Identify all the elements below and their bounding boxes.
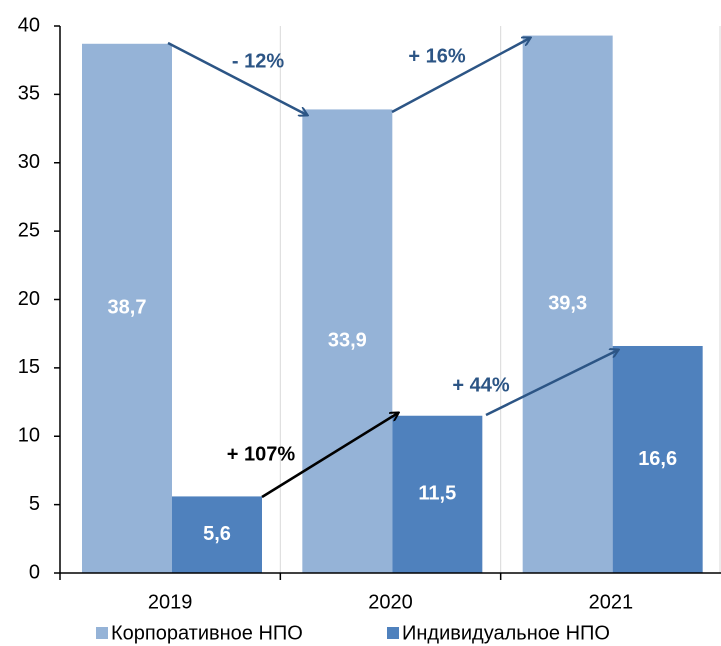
bar xyxy=(302,109,393,573)
y-tick-label: 25 xyxy=(18,219,40,241)
y-tick-label: 10 xyxy=(18,425,40,447)
data-label: 38,7 xyxy=(108,297,147,319)
y-tick-label: 20 xyxy=(18,288,40,310)
annotation: + 16% xyxy=(408,45,465,67)
x-tick-label: 2020 xyxy=(368,591,413,613)
annotation: + 44% xyxy=(452,374,509,396)
annotation: + 107% xyxy=(227,443,296,465)
bar xyxy=(522,35,613,573)
annotation: - 12% xyxy=(232,50,284,72)
bar xyxy=(172,496,262,573)
data-label: 5,6 xyxy=(203,523,231,545)
legend-swatch xyxy=(387,627,399,639)
data-label: 33,9 xyxy=(328,329,367,351)
data-label: 11,5 xyxy=(418,483,456,505)
y-tick-label: 15 xyxy=(18,356,40,378)
data-label: 39,3 xyxy=(548,293,587,315)
y-tick-label: 5 xyxy=(29,493,40,515)
arrow xyxy=(261,413,398,499)
y-tick-label: 40 xyxy=(18,14,40,36)
x-tick-label: 2019 xyxy=(148,591,193,613)
bar xyxy=(82,43,172,573)
y-tick-label: 30 xyxy=(18,151,40,173)
legend-swatch xyxy=(96,627,108,639)
legend-label: Корпоративное НПО xyxy=(111,622,303,644)
x-tick-label: 2021 xyxy=(589,591,634,613)
legend-label: Индивидуальное НПО xyxy=(402,622,610,644)
arrow xyxy=(391,38,530,114)
y-tick-label: 35 xyxy=(18,83,40,105)
arrow xyxy=(485,350,618,417)
arrow xyxy=(167,41,307,115)
y-tick-label: 0 xyxy=(29,561,40,583)
bar xyxy=(392,415,483,573)
data-label: 16,6 xyxy=(638,448,677,470)
bar xyxy=(612,345,703,573)
